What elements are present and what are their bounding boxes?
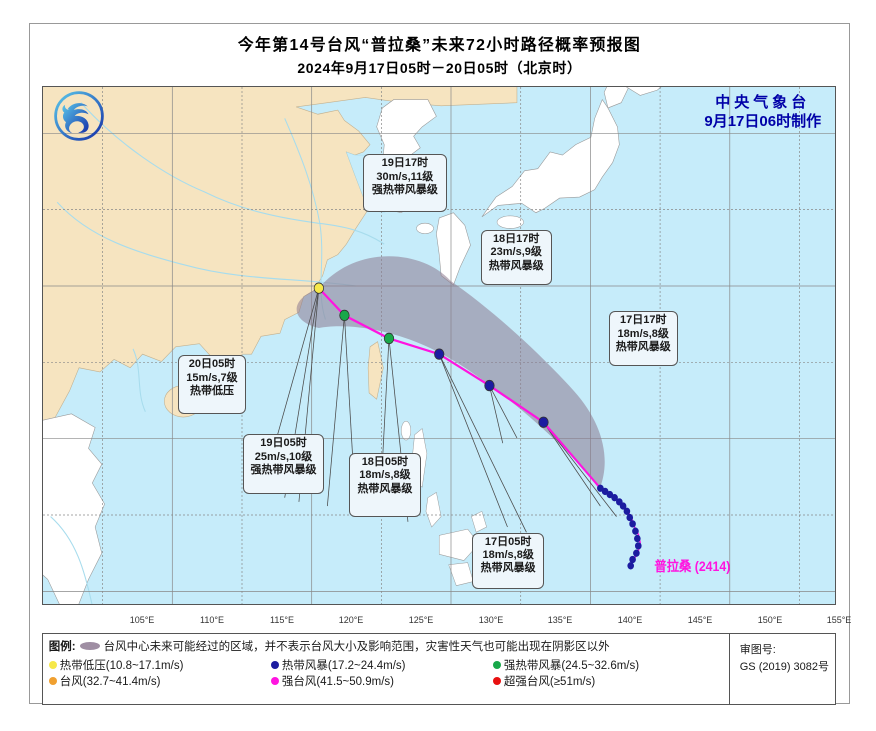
svg-text:普拉桑 (2414): 普拉桑 (2414) — [654, 559, 730, 575]
